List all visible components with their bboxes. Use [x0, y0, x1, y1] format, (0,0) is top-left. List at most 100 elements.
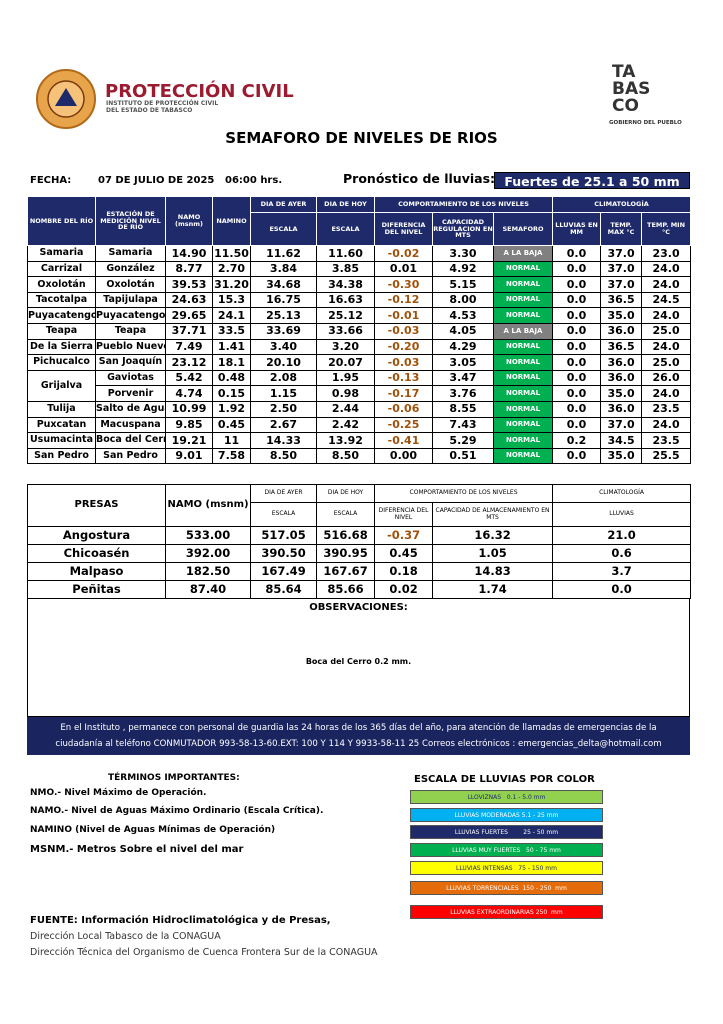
- river-row: Puxcatan Macuspana 9.85 0.45 2.67 2.42 -0.25 7.…: [27, 416, 692, 434]
- station: Tapijulapa: [95, 291, 166, 309]
- date-label: FECHA:: [30, 175, 72, 186]
- value-cell: 4.74: [165, 385, 213, 402]
- term: NMO.- Nivel Máximo de Operación.: [30, 788, 207, 798]
- river-name: Teapa: [27, 322, 96, 340]
- river-name: Oxolotán: [27, 276, 96, 293]
- value-cell: 36.5: [600, 338, 643, 356]
- header-cell: CAPACIDAD REGULACION EN MTS: [432, 212, 494, 246]
- value-cell: 25.5: [641, 447, 692, 465]
- value-cell: 35.0: [600, 447, 643, 465]
- term: NAMINO (Nivel de Aguas Mínimas de Operac…: [30, 825, 276, 835]
- scale-title: ESCALA DE LLUVIAS POR COLOR: [414, 774, 595, 785]
- value-cell: 11.50: [212, 245, 251, 262]
- value-cell: 34.38: [316, 276, 375, 293]
- value-cell: 0.0: [552, 400, 602, 418]
- value-cell: 26.0: [641, 369, 692, 387]
- value-cell: 33.5: [212, 322, 251, 340]
- value-cell: 1.95: [316, 369, 375, 387]
- header-cell: COMPORTAMIENTO DE LOS NIVELES: [374, 484, 554, 503]
- value-cell: 23.0: [641, 245, 692, 262]
- value-cell: 0.0: [552, 385, 602, 402]
- value-cell: 3.47: [432, 369, 494, 387]
- value-cell: 24.63: [165, 291, 213, 309]
- source-line: Dirección Local Tabasco de la CONAGUA: [30, 931, 221, 942]
- value-cell: 34.5: [600, 432, 643, 449]
- header-cell: ESCALA: [316, 212, 375, 246]
- source-line: Dirección Técnica del Organismo de Cuenc…: [30, 947, 378, 958]
- difference: -0.41: [374, 432, 433, 449]
- value-cell: 14.83: [432, 562, 554, 581]
- value-cell: 1.05: [432, 544, 554, 563]
- value-cell: 5.15: [432, 276, 494, 293]
- river-name: San Pedro: [27, 447, 96, 465]
- scale-item: LLUVIAS EXTRAORDINARIAS 250 mm: [410, 905, 603, 919]
- value-cell: 3.20: [316, 338, 375, 356]
- difference: -0.13: [374, 369, 433, 387]
- notice: En el Instituto , permanece con personal…: [27, 717, 690, 755]
- dam-row: Angostura 533.00 517.05 516.68 -0.37 16.32 21.…: [26, 526, 692, 545]
- term: NAMO.- Nivel de Aguas Máximo Ordinario (…: [30, 806, 324, 816]
- observations-text: Boca del Cerro 0.2 mm.: [305, 657, 412, 666]
- rivers-table: NOMBRE DEL RÍO ESTACIÓN DE MEDICIÓN NIVEL…: [27, 196, 692, 465]
- scale-item: LLUVIAS INTENSAS 75 - 150 mm: [410, 861, 603, 875]
- value-cell: 36.0: [600, 354, 643, 371]
- value-cell: 87.40: [165, 580, 252, 599]
- river-row: Tulija Salto de Agua 10.99 1.92 2.50 2.44 -0.0…: [27, 400, 692, 418]
- value-cell: 36.5: [600, 291, 643, 309]
- value-cell: 2.70: [212, 260, 251, 278]
- dam-row: Chicoasén 392.00 390.50 390.95 0.45 1.05 0.6: [26, 544, 692, 563]
- station: Puyacatengo: [95, 307, 166, 324]
- value-cell: 0.0: [552, 416, 602, 434]
- value-cell: 13.92: [316, 432, 375, 449]
- value-cell: 25.0: [641, 322, 692, 340]
- forecast: Fuertes de 25.1 a 50 mm: [494, 172, 690, 189]
- river-row: Grijalva Gaviotas 5.42 0.48 2.08 1.95 -0.13 3.4…: [27, 369, 692, 402]
- value-cell: 23.5: [641, 432, 692, 449]
- logo-right: TA BAS CO: [612, 64, 650, 115]
- value-cell: 1.41: [212, 338, 251, 356]
- value-cell: 8.50: [316, 447, 375, 465]
- station: Teapa: [95, 322, 166, 340]
- value-cell: 0.0: [552, 447, 602, 465]
- header-cell: LLUVIAS EN MM: [552, 212, 602, 246]
- value-cell: 392.00: [165, 544, 252, 563]
- value-cell: 21.0: [552, 526, 692, 545]
- logo-triangle: [55, 88, 77, 106]
- river-row: Oxolotán Oxolotán 39.53 31.20 34.68 34.38 -0.3…: [27, 276, 692, 293]
- date: 07 DE JULIO DE 2025: [98, 175, 215, 186]
- difference: -0.03: [374, 322, 433, 340]
- value-cell: 0.0: [552, 338, 602, 356]
- value-cell: 4.53: [432, 307, 494, 324]
- value-cell: 31.20: [212, 276, 251, 293]
- header-cell: ESCALA: [316, 502, 376, 527]
- river-name: Puyacatengo: [27, 307, 96, 324]
- header-row: NOMBRE DEL RÍO ESTACIÓN DE MEDICIÓN NIVEL…: [27, 196, 692, 246]
- dam-name: Malpaso: [26, 562, 167, 581]
- header-cell: DIA DE HOY: [316, 196, 375, 213]
- difference: 0.02: [374, 580, 434, 599]
- value-cell: 11.62: [250, 245, 317, 262]
- logo-left: [36, 69, 96, 129]
- value-cell: 516.68: [316, 526, 376, 545]
- header-cell: DIA DE AYER: [250, 484, 318, 503]
- value-cell: 29.65: [165, 307, 213, 324]
- river-name: Usumacinta: [27, 432, 96, 449]
- value-cell: 1.15: [250, 385, 317, 402]
- river-row: Pichucalco San Joaquín 23.12 18.1 20.10 20.07…: [27, 354, 692, 371]
- value-cell: 8.50: [250, 447, 317, 465]
- semaphore: NORMAL: [492, 338, 554, 356]
- logo-caption: GOBIERNO DEL PUEBLO: [609, 120, 682, 126]
- value-cell: 0.6: [552, 544, 692, 563]
- value-cell: 0.15: [212, 385, 251, 402]
- value-cell: 33.66: [316, 322, 375, 340]
- value-cell: 3.85: [316, 260, 375, 278]
- value-cell: 3.76: [432, 385, 494, 402]
- semaphore: NORMAL: [492, 447, 554, 465]
- scale-item: LLUVIAS MUY FUERTES 50 - 75 mm: [410, 843, 603, 857]
- value-cell: 37.0: [600, 416, 643, 434]
- value-cell: 24.0: [641, 307, 692, 324]
- value-cell: 16.32: [432, 526, 554, 545]
- value-cell: 0.0: [552, 276, 602, 293]
